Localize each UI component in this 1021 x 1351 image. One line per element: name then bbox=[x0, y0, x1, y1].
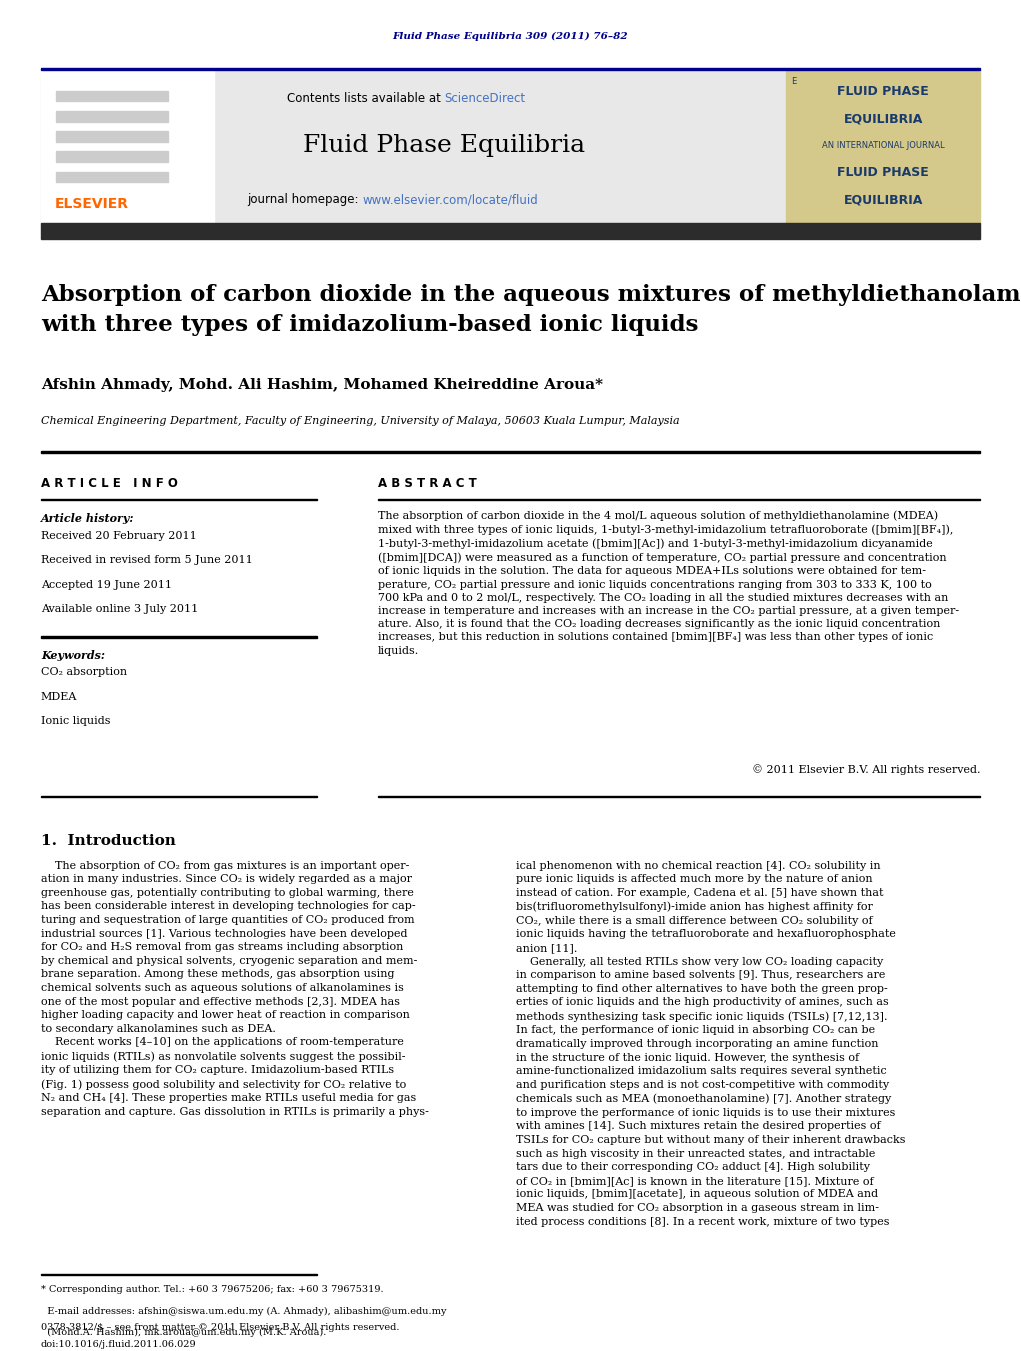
Text: journal homepage:: journal homepage: bbox=[247, 193, 362, 207]
Bar bbox=[41, 636, 317, 638]
Bar bbox=[786, 70, 980, 223]
Bar bbox=[41, 70, 214, 223]
Text: © 2011 Elsevier B.V. All rights reserved.: © 2011 Elsevier B.V. All rights reserved… bbox=[751, 765, 980, 775]
Text: ical phenomenon with no chemical reaction [4]. CO₂ solubility in
pure ionic liqu: ical phenomenon with no chemical reactio… bbox=[516, 861, 905, 1227]
Bar bbox=[56, 131, 168, 142]
Text: Chemical Engineering Department, Faculty of Engineering, University of Malaya, 5: Chemical Engineering Department, Faculty… bbox=[41, 416, 679, 426]
Bar bbox=[41, 70, 786, 223]
Bar bbox=[41, 499, 317, 500]
Bar bbox=[378, 796, 980, 797]
Bar bbox=[56, 172, 168, 182]
Text: The absorption of CO₂ from gas mixtures is an important oper-
ation in many indu: The absorption of CO₂ from gas mixtures … bbox=[41, 861, 429, 1117]
Text: Absorption of carbon dioxide in the aqueous mixtures of methyldiethanolamine
wit: Absorption of carbon dioxide in the aque… bbox=[41, 284, 1021, 336]
Bar bbox=[378, 499, 980, 500]
Text: Keywords:: Keywords: bbox=[41, 650, 105, 661]
Text: Contents lists available at: Contents lists available at bbox=[287, 92, 444, 105]
Text: (Mohd.A. Hashim), mk.aroua@um.edu.my (M.K. Aroua).: (Mohd.A. Hashim), mk.aroua@um.edu.my (M.… bbox=[41, 1328, 327, 1337]
Text: Afshin Ahmady, Mohd. Ali Hashim, Mohamed Kheireddine Aroua*: Afshin Ahmady, Mohd. Ali Hashim, Mohamed… bbox=[41, 378, 602, 392]
Text: AN INTERNATIONAL JOURNAL: AN INTERNATIONAL JOURNAL bbox=[822, 142, 944, 150]
Bar bbox=[56, 111, 168, 122]
Text: www.elsevier.com/locate/fluid: www.elsevier.com/locate/fluid bbox=[362, 193, 538, 207]
Text: * Corresponding author. Tel.: +60 3 79675206; fax: +60 3 79675319.: * Corresponding author. Tel.: +60 3 7967… bbox=[41, 1285, 384, 1294]
Text: EQUILIBRIA: EQUILIBRIA bbox=[843, 112, 923, 126]
Text: E: E bbox=[791, 77, 796, 85]
Text: doi:10.1016/j.fluid.2011.06.029: doi:10.1016/j.fluid.2011.06.029 bbox=[41, 1340, 196, 1350]
Text: Received in revised form 5 June 2011: Received in revised form 5 June 2011 bbox=[41, 555, 252, 565]
Text: FLUID PHASE: FLUID PHASE bbox=[837, 166, 929, 180]
Text: ScienceDirect: ScienceDirect bbox=[444, 92, 525, 105]
Text: EQUILIBRIA: EQUILIBRIA bbox=[843, 193, 923, 207]
Text: Article history:: Article history: bbox=[41, 513, 135, 524]
Text: 0378-3812/$ – see front matter © 2011 Elsevier B.V. All rights reserved.: 0378-3812/$ – see front matter © 2011 El… bbox=[41, 1323, 399, 1332]
Text: Accepted 19 June 2011: Accepted 19 June 2011 bbox=[41, 580, 172, 589]
Text: Available online 3 July 2011: Available online 3 July 2011 bbox=[41, 604, 198, 613]
Bar bbox=[41, 796, 317, 797]
Bar bbox=[41, 1274, 317, 1275]
Bar bbox=[56, 91, 168, 101]
Text: MDEA: MDEA bbox=[41, 692, 78, 701]
Text: 1.  Introduction: 1. Introduction bbox=[41, 834, 176, 847]
Text: ELSEVIER: ELSEVIER bbox=[55, 197, 129, 211]
Text: E-mail addresses: afshin@siswa.um.edu.my (A. Ahmady), alibashim@um.edu.my: E-mail addresses: afshin@siswa.um.edu.my… bbox=[41, 1306, 446, 1316]
Text: FLUID PHASE: FLUID PHASE bbox=[837, 85, 929, 99]
Text: Fluid Phase Equilibria: Fluid Phase Equilibria bbox=[303, 134, 585, 158]
Text: Fluid Phase Equilibria 309 (2011) 76–82: Fluid Phase Equilibria 309 (2011) 76–82 bbox=[393, 32, 628, 41]
Bar bbox=[41, 223, 980, 239]
Text: CO₂ absorption: CO₂ absorption bbox=[41, 667, 127, 677]
Bar bbox=[56, 151, 168, 162]
Text: Received 20 February 2011: Received 20 February 2011 bbox=[41, 531, 197, 540]
Text: A R T I C L E   I N F O: A R T I C L E I N F O bbox=[41, 477, 178, 490]
Text: A B S T R A C T: A B S T R A C T bbox=[378, 477, 477, 490]
Text: The absorption of carbon dioxide in the 4 mol/L aqueous solution of methyldietha: The absorption of carbon dioxide in the … bbox=[378, 511, 959, 655]
Bar bbox=[41, 451, 980, 453]
Text: Ionic liquids: Ionic liquids bbox=[41, 716, 110, 725]
Bar bbox=[41, 68, 980, 70]
